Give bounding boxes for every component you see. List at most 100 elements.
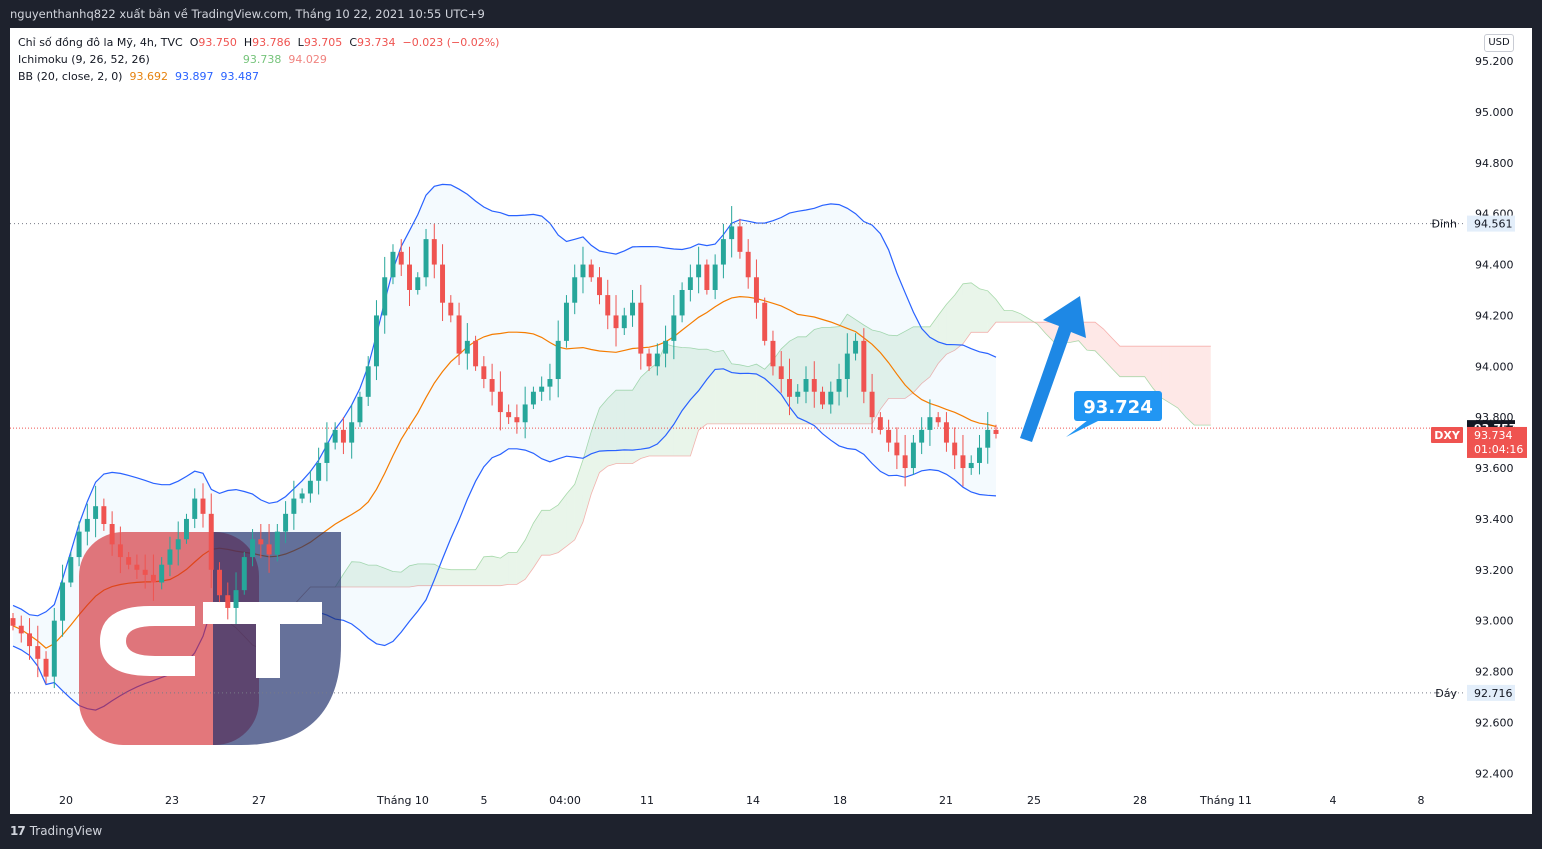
candle [671, 295, 677, 360]
y-tick-label: 93.200 [1475, 564, 1514, 577]
cloud-segment [888, 335, 897, 399]
currency-badge[interactable]: USD [1484, 34, 1514, 52]
candle [737, 218, 743, 259]
candle [795, 384, 801, 404]
candle [233, 572, 239, 624]
cloud-segment [599, 398, 608, 473]
candle [167, 536, 173, 577]
cloud-segment [1152, 346, 1162, 398]
publish-header: nguyenthanhq822 xuất bản về TradingView.… [0, 0, 1542, 28]
cloud-segment [1045, 322, 1054, 342]
tradingview-brand[interactable]: 17 TradingView [10, 824, 102, 838]
cloud-segment [929, 315, 939, 377]
candle [597, 267, 602, 305]
candle [770, 330, 776, 376]
cloud-segment [756, 364, 765, 424]
cloud-segment [789, 336, 798, 424]
cloud-segment [996, 299, 1005, 323]
cloud-segment [434, 564, 443, 586]
y-tick-label: 94.000 [1475, 360, 1514, 373]
candle [423, 228, 429, 287]
cloud-segment [401, 565, 410, 587]
candle [902, 434, 908, 487]
candle [886, 419, 892, 452]
candle [853, 333, 859, 361]
cloud-segment [459, 569, 468, 586]
x-tick-label: 18 [833, 794, 847, 807]
candle [497, 371, 503, 431]
y-tick-label: 92.800 [1475, 666, 1514, 679]
cloud-segment [739, 364, 749, 424]
legend-ichimoku-label: Ichimoku (9, 26, 52, 26) [18, 53, 150, 66]
candle [150, 554, 156, 601]
candle [175, 521, 181, 566]
legend-close-label: C [349, 36, 357, 49]
symbol-tag-text: DXY [1434, 429, 1461, 442]
tradingview-brand-label: TradingView [29, 824, 103, 838]
x-tick-label: 04:00 [549, 794, 581, 807]
candle [993, 424, 999, 439]
candle [431, 223, 437, 279]
bb-upper-line [12, 183, 997, 617]
candle [382, 256, 388, 334]
candle [283, 501, 289, 544]
legend-open: 93.750 [198, 36, 237, 49]
candle [968, 455, 974, 475]
candle [563, 295, 569, 348]
x-tick-label: Tháng 10 [376, 794, 429, 807]
candle [489, 363, 495, 406]
cloud-segment [706, 349, 716, 424]
legend-close: 93.734 [357, 36, 396, 49]
cloud-segment [946, 295, 955, 355]
cloud-segment [806, 329, 815, 424]
y-tick-label: 93.000 [1475, 615, 1514, 628]
candle [250, 529, 256, 567]
cloud-segment [442, 568, 451, 586]
y-tick-label: 95.000 [1475, 106, 1514, 119]
candle [134, 554, 140, 579]
cloud-segment [1020, 313, 1030, 323]
cloud-segment [566, 484, 575, 547]
cloud-segment [1111, 337, 1120, 377]
legend-low-label: L [297, 36, 304, 49]
legend-symbol: Chỉ số đồng đô la Mỹ, 4h, TVC [18, 36, 183, 49]
candle [869, 373, 875, 434]
cloud-segment [475, 556, 484, 586]
candle [291, 480, 297, 530]
candle [407, 246, 412, 307]
candle [506, 404, 512, 425]
candle [142, 554, 148, 589]
level-label: Đỉnh [1431, 218, 1457, 231]
y-tick-label: 93.400 [1475, 513, 1514, 526]
candle [473, 335, 479, 371]
candle [530, 386, 536, 410]
forecast-arrow-icon [1020, 296, 1086, 442]
current-price-tag [1467, 426, 1527, 458]
y-tick-label: 93.600 [1475, 462, 1514, 475]
x-tick-label: 4 [1330, 794, 1337, 807]
cloud-segment [624, 390, 633, 464]
level-label: Đáy [1435, 687, 1457, 700]
cloud-segment [723, 350, 732, 424]
candle [440, 244, 446, 322]
cloud-segment [483, 556, 493, 586]
legend-ichimoku-row: Ichimoku (9, 26, 52, 26) 93.738 94.029 [18, 51, 499, 68]
candle [745, 239, 751, 289]
y-tick-label: 94.800 [1475, 157, 1514, 170]
symbol-tag [1431, 426, 1463, 443]
cloud-segment [343, 561, 352, 587]
candle [539, 376, 545, 401]
cloud-segment [880, 331, 889, 410]
candle [547, 363, 553, 401]
cloud-segment [748, 364, 757, 424]
candle [861, 328, 867, 404]
candle [349, 404, 355, 459]
level-price-tag [1467, 215, 1515, 232]
candle [679, 282, 685, 323]
candle [811, 361, 817, 408]
cloud-segment [467, 569, 476, 586]
cloud-segment [541, 510, 550, 556]
cloud-segment [558, 493, 567, 553]
cloud-segment [549, 504, 559, 556]
